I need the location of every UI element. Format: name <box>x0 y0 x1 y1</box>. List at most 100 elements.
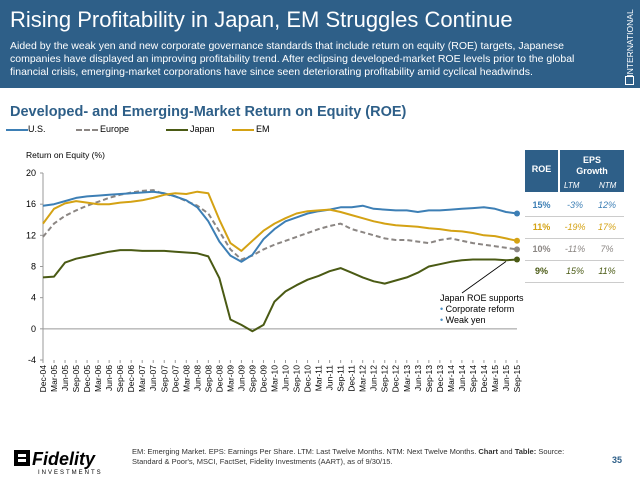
chart-title: Developed- and Emerging-Market Return on… <box>10 104 407 120</box>
table-row: 9% 15% 11% <box>525 260 624 283</box>
x-tick-label: Jun-09 <box>236 365 246 391</box>
series-end-marker <box>514 256 520 263</box>
x-tick-label: Mar-14 <box>446 365 456 392</box>
y-axis-label: Return on Equity (%) <box>26 150 105 160</box>
legend-item-europe: Europe <box>76 124 130 134</box>
x-tick-label: Sep-15 <box>512 365 522 393</box>
legend-swatch-japan <box>166 129 188 131</box>
legend-swatch-us <box>6 129 28 131</box>
japan-annotation: Japan ROE supports • Corporate reform • … <box>440 293 524 326</box>
legend-swatch-europe <box>76 129 98 131</box>
x-tick-label: Jun-13 <box>413 365 423 391</box>
legend-item-em: EM <box>232 124 270 134</box>
x-tick-label: Mar-07 <box>137 365 147 392</box>
series-end-marker <box>514 237 520 244</box>
table-cell-ntm: 11% <box>598 266 616 276</box>
x-tick-label: Mar-10 <box>269 365 279 392</box>
legend-item-us: U.S. <box>6 124 46 134</box>
table-cell-ltm: -3% <box>566 200 583 210</box>
header-banner: Rising Profitability in Japan, EM Strugg… <box>0 0 640 88</box>
fidelity-logo: Fidelity INVESTMENTS <box>14 446 110 476</box>
legend-item-japan: Japan <box>166 124 215 134</box>
x-tick-label: Dec-09 <box>258 365 268 393</box>
page-title: Rising Profitability in Japan, EM Strugg… <box>10 7 513 32</box>
x-tick-label: Jun-12 <box>369 365 379 391</box>
x-tick-label: Jun-06 <box>104 365 114 391</box>
series-line-us <box>42 190 518 263</box>
x-tick-label: Jun-07 <box>148 365 158 391</box>
legend-label-europe: Europe <box>100 124 130 134</box>
x-tick-label: Jun-14 <box>457 365 467 391</box>
x-tick-label: Sep-05 <box>71 365 81 393</box>
y-tick-label: 8 <box>31 262 36 272</box>
y-tick-label: 4 <box>31 293 36 303</box>
x-tick-label: Dec-05 <box>82 365 92 393</box>
x-tick-label: Mar-08 <box>181 365 191 392</box>
x-tick-label: Mar-11 <box>314 365 324 392</box>
x-tick-label: Sep-10 <box>292 365 302 393</box>
table-header-roe: ROE <box>525 150 558 192</box>
x-tick-label: Dec-14 <box>479 365 489 393</box>
table-cell-ntm: 7% <box>600 244 614 254</box>
table-cell-ltm: 15% <box>565 266 584 276</box>
page-number: 35 <box>611 455 622 465</box>
annotation-line1: Japan ROE supports <box>440 293 524 303</box>
x-tick-label: Sep-06 <box>115 365 125 393</box>
x-tick-label: Mar-13 <box>402 365 412 392</box>
x-tick-label: Mar-12 <box>358 365 368 392</box>
table-cell-ltm: -11% <box>564 244 586 254</box>
x-tick-label: Mar-05 <box>49 365 59 392</box>
table-cell-ltm: -19% <box>564 222 586 232</box>
x-tick-label: Jun-10 <box>281 365 291 391</box>
x-tick-label: Dec-07 <box>170 365 180 393</box>
table-row: 11% -19% 17% <box>525 216 624 239</box>
legend-label-japan: Japan <box>190 124 215 134</box>
legend-swatch-em <box>232 129 254 131</box>
series-end-marker <box>514 210 520 217</box>
x-tick-label: Sep-11 <box>336 365 346 392</box>
table-cell-roe: 10% <box>532 244 551 254</box>
table-cell-roe: 15% <box>532 200 551 210</box>
x-tick-label: Jun-15 <box>501 365 511 391</box>
series-line-em <box>42 190 518 252</box>
x-tick-label: Sep-13 <box>424 365 434 393</box>
y-tick-label: 16 <box>26 199 36 209</box>
x-tick-label: Mar-09 <box>225 365 235 392</box>
table-row: 10% -11% 7% <box>525 238 624 261</box>
table-cell-roe: 11% <box>532 222 551 232</box>
annotation-bullet2: • Weak yen <box>440 315 486 325</box>
logo-text: Fidelity <box>32 449 96 469</box>
x-tick-label: Jun-08 <box>192 365 202 391</box>
section-marker-icon <box>625 76 634 85</box>
annotation-pointer <box>461 261 507 294</box>
x-tick-label: Sep-12 <box>380 365 390 393</box>
x-tick-label: Jun-05 <box>60 365 70 391</box>
x-tick-label: Jun-11 <box>325 365 335 391</box>
footnote: EM: Emerging Market. EPS: Earnings Per S… <box>132 447 565 466</box>
table-cell-roe: 9% <box>534 266 548 276</box>
legend-label-em: EM <box>256 124 270 134</box>
y-tick-label: -4 <box>28 355 36 365</box>
table-cell-ntm: 12% <box>597 200 616 210</box>
table-row: 15% -3% 12% <box>525 194 624 217</box>
x-tick-label: Mar-15 <box>490 365 500 392</box>
x-tick-label: Sep-09 <box>247 365 257 393</box>
table-sub-ltm: LTM <box>564 181 580 190</box>
series-end-marker <box>514 246 520 253</box>
y-tick-label: 0 <box>31 324 36 334</box>
x-tick-label: Dec-08 <box>214 365 224 393</box>
series-line-japan <box>42 249 518 333</box>
table-header-eps: EPS Growth LTM NTM <box>560 150 624 192</box>
legend-label-us: U.S. <box>28 124 46 134</box>
annotation-bullet1: • Corporate reform <box>440 304 515 314</box>
logo-subtext: INVESTMENTS <box>38 470 103 476</box>
x-tick-label: Sep-07 <box>159 365 169 393</box>
table-sub-ntm: NTM <box>599 181 617 190</box>
x-tick-label: Dec-13 <box>435 365 445 393</box>
x-tick-label: Dec-06 <box>126 365 136 393</box>
x-tick-label: Dec-10 <box>303 365 313 393</box>
y-tick-label: 12 <box>26 230 36 240</box>
x-tick-label: Sep-08 <box>203 365 213 393</box>
x-tick-label: Dec-12 <box>391 365 401 393</box>
